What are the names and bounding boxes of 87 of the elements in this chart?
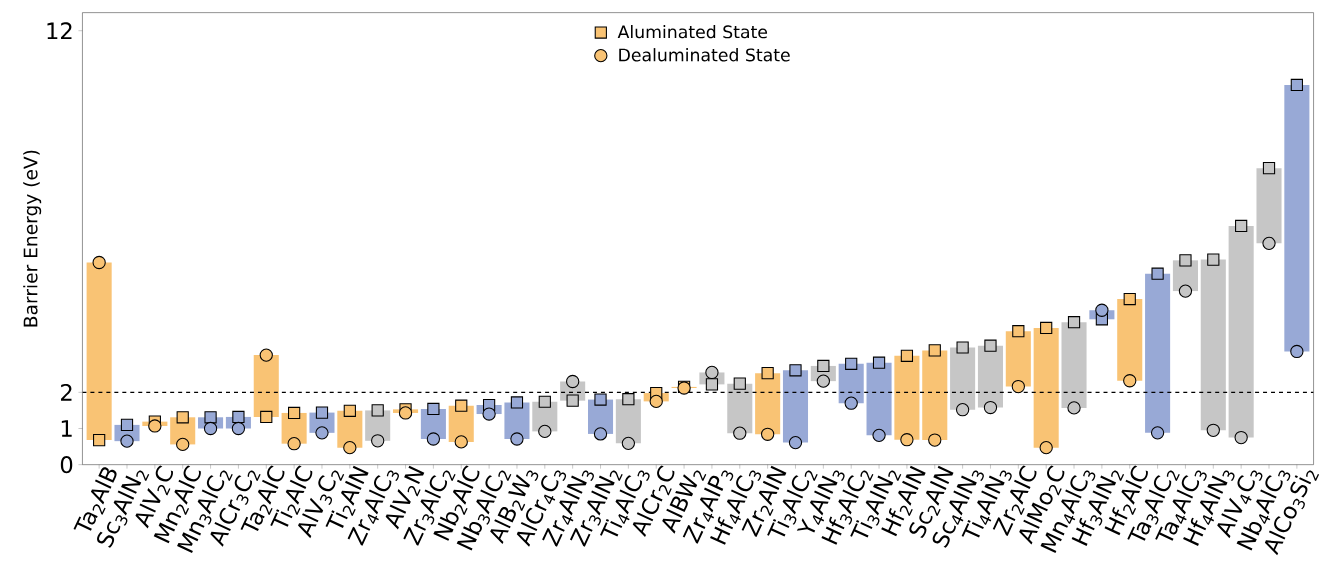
point bbox=[426, 432, 441, 446]
point bbox=[232, 410, 245, 423]
point bbox=[538, 395, 551, 408]
point bbox=[120, 418, 134, 431]
point bbox=[1262, 236, 1276, 250]
point bbox=[900, 349, 914, 362]
point bbox=[1040, 321, 1053, 334]
point bbox=[148, 419, 162, 433]
point bbox=[1262, 161, 1276, 175]
legend-label: Aluminated State bbox=[617, 24, 768, 39]
point bbox=[1207, 253, 1220, 266]
point bbox=[315, 406, 329, 419]
legend-label: Dealuminated State bbox=[619, 47, 790, 62]
y-tick-label: 1 bbox=[61, 420, 72, 437]
point bbox=[538, 424, 552, 438]
point bbox=[705, 365, 719, 379]
point bbox=[1039, 440, 1053, 455]
point bbox=[983, 400, 998, 414]
point bbox=[92, 255, 106, 269]
point bbox=[816, 374, 830, 388]
point bbox=[844, 396, 858, 410]
point bbox=[928, 344, 941, 357]
point bbox=[1178, 284, 1193, 298]
point bbox=[594, 393, 607, 406]
point bbox=[1234, 430, 1248, 445]
point bbox=[955, 402, 970, 417]
point bbox=[203, 421, 218, 435]
point bbox=[510, 396, 524, 409]
point bbox=[872, 428, 886, 442]
point bbox=[455, 399, 468, 412]
point bbox=[93, 433, 106, 447]
point bbox=[593, 427, 608, 441]
point bbox=[1206, 423, 1220, 437]
point bbox=[427, 402, 440, 415]
point bbox=[231, 421, 246, 435]
point bbox=[817, 359, 830, 372]
point bbox=[1150, 426, 1165, 440]
point bbox=[733, 377, 746, 390]
point bbox=[1179, 254, 1192, 267]
point bbox=[315, 426, 329, 440]
point bbox=[900, 432, 914, 447]
y-axis-title: Barrier Energy (eV) bbox=[23, 150, 42, 327]
point bbox=[1123, 292, 1136, 305]
point bbox=[733, 426, 747, 440]
point bbox=[1290, 344, 1304, 358]
point bbox=[371, 404, 384, 417]
point bbox=[510, 432, 524, 446]
point bbox=[287, 436, 301, 451]
point bbox=[760, 427, 775, 441]
point bbox=[872, 356, 886, 369]
point bbox=[1151, 267, 1164, 280]
point bbox=[176, 411, 189, 424]
point bbox=[1067, 315, 1081, 329]
point bbox=[1012, 324, 1025, 338]
point bbox=[204, 411, 217, 424]
point bbox=[705, 378, 719, 391]
point bbox=[984, 339, 997, 352]
point bbox=[566, 394, 579, 407]
point bbox=[176, 437, 190, 451]
point bbox=[789, 363, 802, 377]
point bbox=[120, 434, 134, 448]
point bbox=[845, 357, 858, 370]
point bbox=[1011, 379, 1025, 394]
point bbox=[649, 394, 663, 408]
point bbox=[761, 366, 774, 380]
point bbox=[1123, 373, 1137, 388]
y-tick-label: 2 bbox=[61, 383, 72, 401]
point bbox=[371, 433, 385, 448]
point bbox=[288, 406, 301, 419]
point bbox=[956, 341, 969, 354]
point bbox=[398, 406, 413, 420]
point bbox=[1095, 303, 1109, 317]
point bbox=[621, 436, 636, 450]
point bbox=[1067, 401, 1081, 415]
point bbox=[788, 435, 803, 450]
y-tick-label: 12 bbox=[47, 22, 72, 39]
point bbox=[454, 435, 468, 449]
point bbox=[343, 404, 356, 417]
point bbox=[1290, 78, 1303, 91]
point bbox=[928, 433, 942, 447]
point bbox=[622, 392, 635, 406]
y-tick-label: 0 bbox=[60, 455, 73, 474]
point bbox=[1235, 219, 1248, 232]
point bbox=[259, 348, 273, 362]
point bbox=[260, 410, 273, 423]
point bbox=[566, 374, 580, 388]
point bbox=[343, 440, 357, 455]
